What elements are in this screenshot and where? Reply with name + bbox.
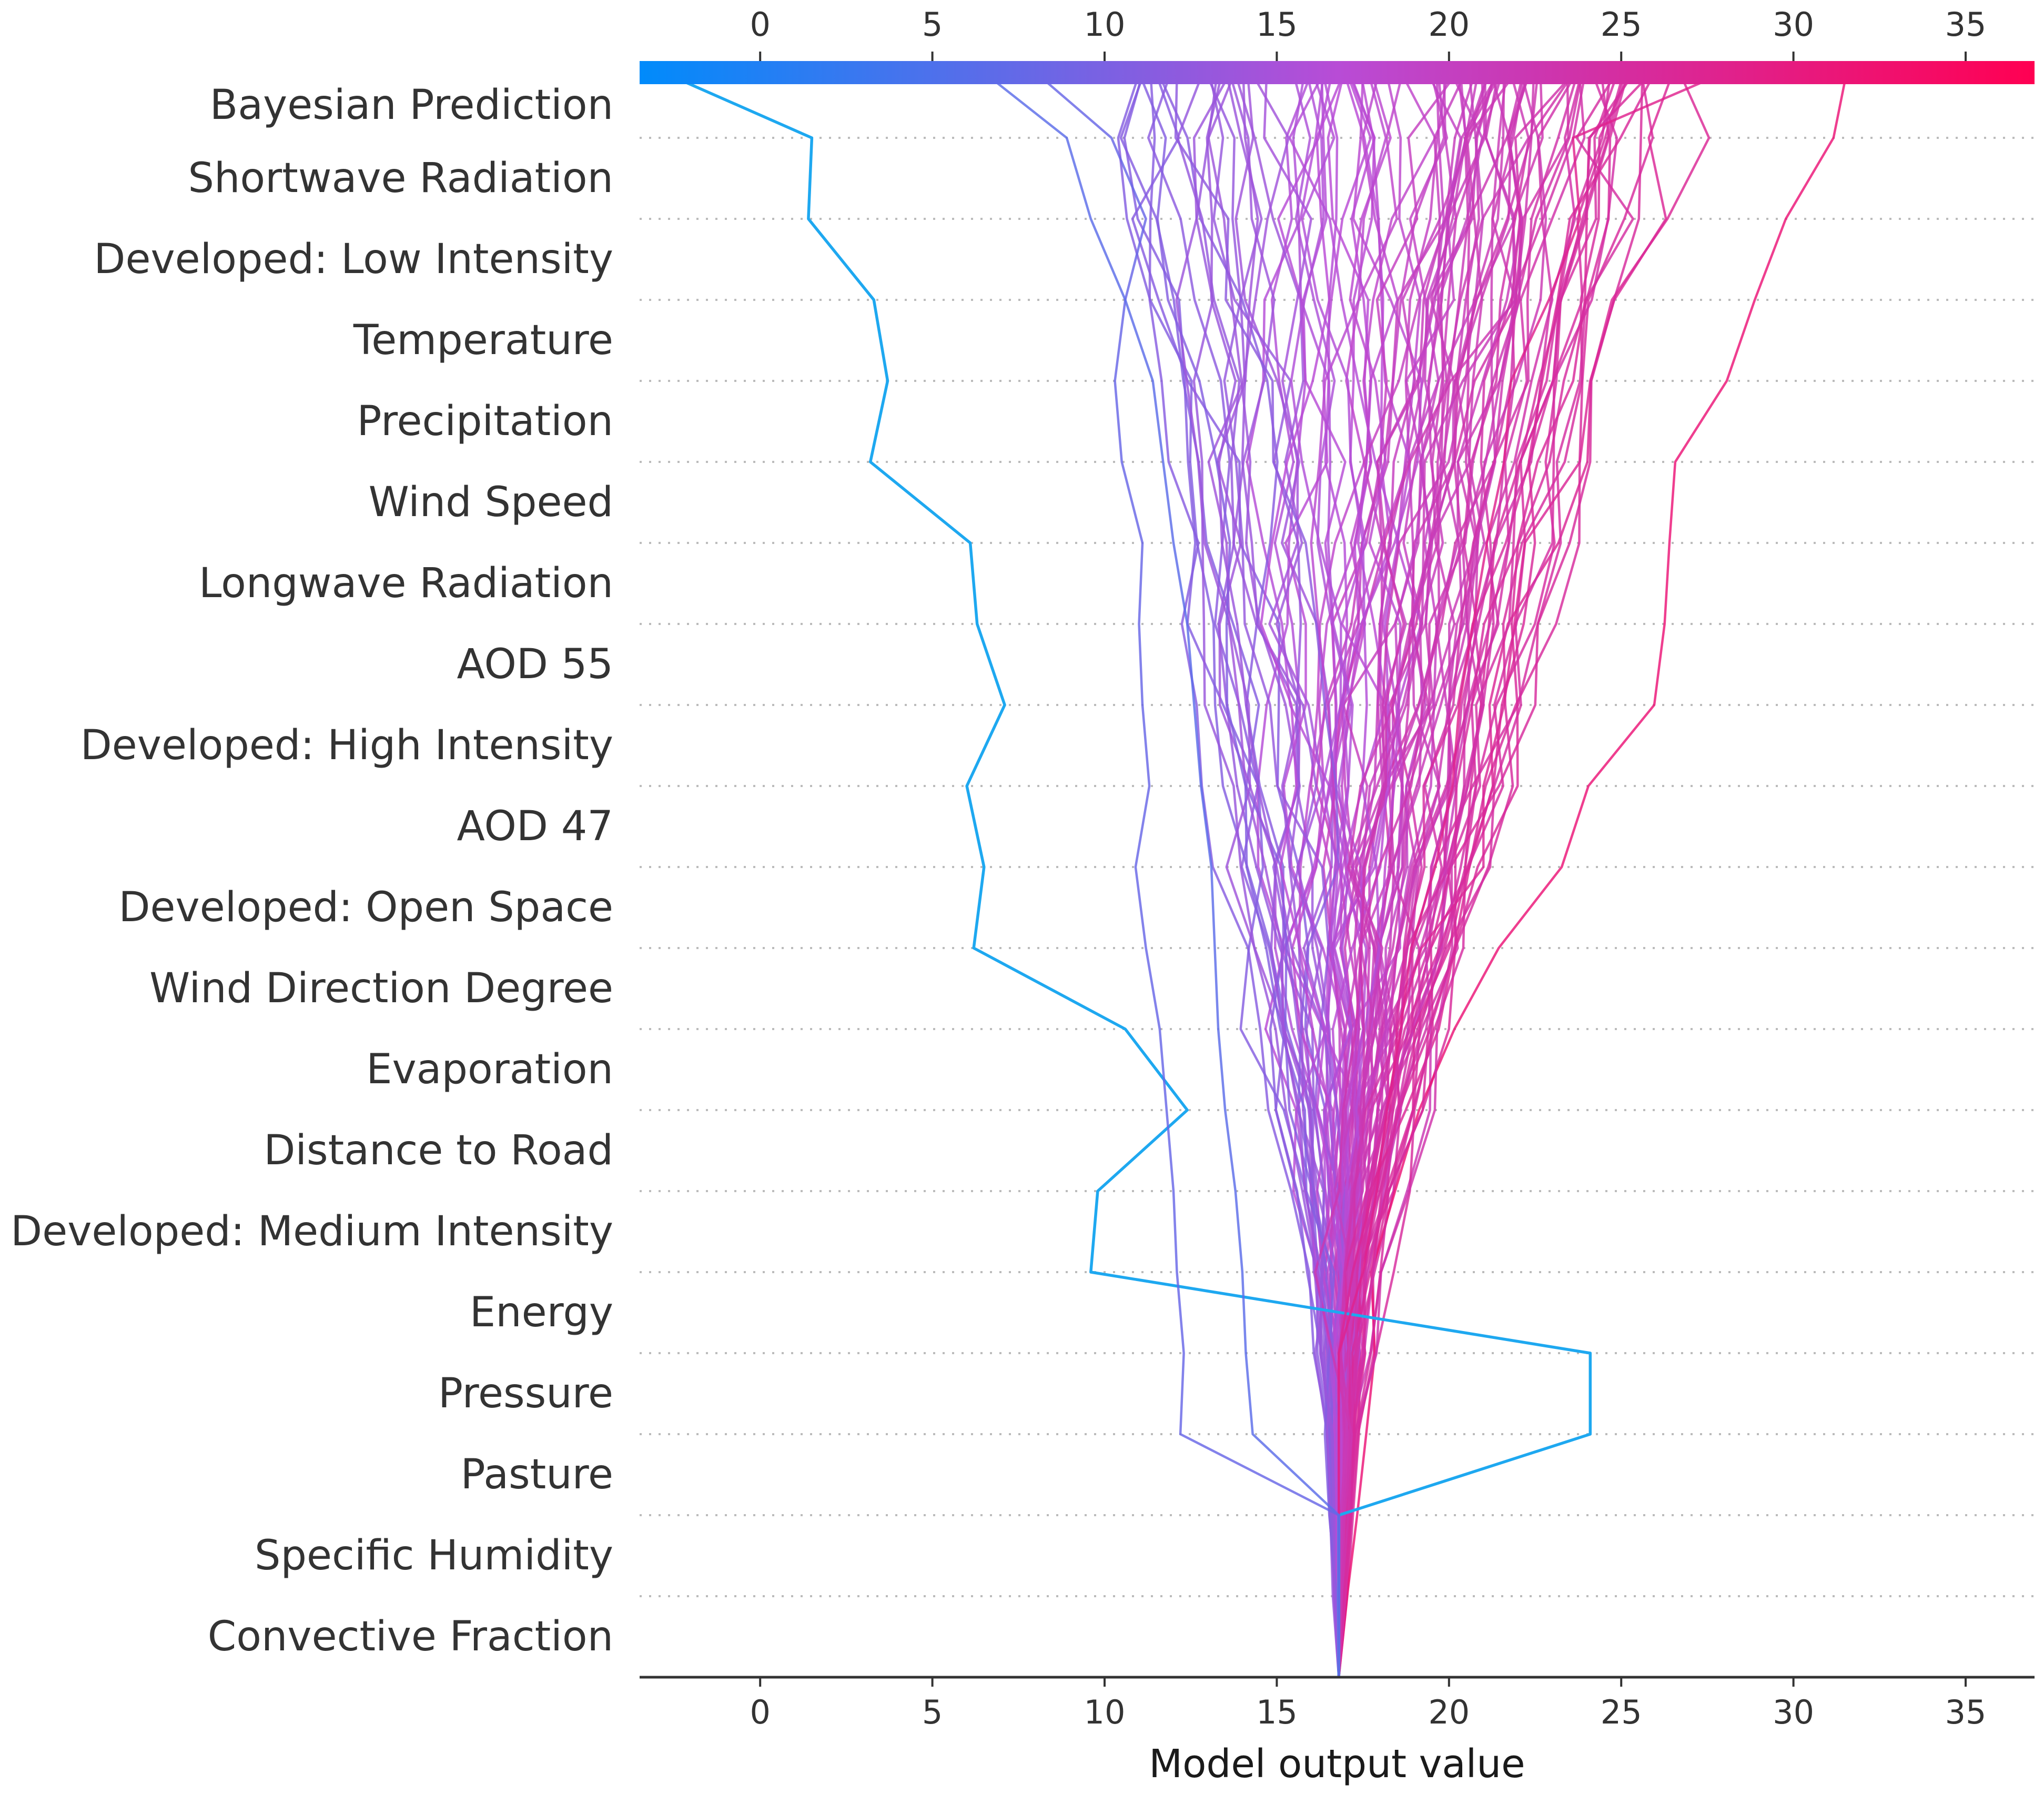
decision-path-line: [1338, 72, 1848, 1678]
feature-label: Shortwave Radiation: [188, 155, 613, 202]
decision-path-line: [1338, 72, 1583, 1678]
x-tick-label-top: 25: [1601, 5, 1642, 44]
colorbar: [640, 61, 2035, 84]
feature-label: Developed: Medium Intensity: [11, 1208, 613, 1255]
feature-label: Distance to Road: [264, 1127, 613, 1174]
x-tick-label-bottom: 5: [922, 1693, 943, 1731]
decision-path-line: [1138, 72, 1340, 1678]
x-tick-label-top: 0: [750, 5, 770, 44]
x-tick-label-bottom: 20: [1428, 1693, 1470, 1731]
decision-path-line: [1290, 72, 1342, 1678]
feature-labels: Bayesian Prediction Shortwave Radiation De…: [11, 82, 613, 1660]
decision-path-line: [1206, 72, 1340, 1678]
feature-label: Energy: [470, 1289, 613, 1336]
feature-label: Developed: Low Intensity: [94, 236, 613, 283]
decision-path-line: [1338, 72, 1629, 1678]
decision-path-line: [1338, 72, 1586, 1678]
decision-path-line: [1338, 72, 1570, 1678]
feature-label: Pasture: [461, 1451, 613, 1498]
x-tick-label-bottom: 25: [1601, 1693, 1642, 1731]
feature-label: Pressure: [438, 1370, 613, 1417]
x-tick-label-bottom: 10: [1084, 1693, 1126, 1731]
decision-path-line: [1035, 72, 1340, 1677]
feature-label: Temperature: [353, 317, 613, 364]
x-tick-label-top: 10: [1084, 5, 1126, 44]
x-tick-label-bottom: 15: [1256, 1693, 1298, 1731]
feature-label: Specific Humidity: [255, 1532, 613, 1579]
feature-label: Developed: Open Space: [119, 884, 614, 931]
feature-label: Longwave Radiation: [199, 560, 613, 607]
x-tick-label-top: 30: [1773, 5, 1814, 44]
decision-path-line: [983, 72, 1340, 1677]
x-tick-label-bottom: 30: [1773, 1693, 1814, 1731]
feature-label: Bayesian Prediction: [210, 82, 613, 129]
feature-label: Precipitation: [357, 398, 613, 445]
x-tick-label-top: 5: [922, 5, 943, 44]
decision-path-line: [1338, 72, 1502, 1678]
x-tick-label-bottom: 0: [750, 1693, 770, 1731]
feature-label: AOD 47: [457, 803, 614, 850]
feature-label: Wind Speed: [369, 479, 613, 526]
x-tick-label-top: 15: [1256, 5, 1298, 44]
decision-path-line: [1338, 72, 1654, 1678]
decision-path-line: [1338, 72, 1584, 1678]
decision-path-line: [663, 71, 1592, 1677]
decision-paths: [663, 71, 1848, 1678]
x-tick-label-bottom: 35: [1945, 1693, 1987, 1731]
axes: 0 0 5 5 10 10 15 15 20 20 25 25 30 30 35 35: [640, 5, 2035, 1731]
feature-label: Developed: High Intensity: [80, 722, 613, 769]
decision-path-line: [1338, 72, 1525, 1678]
x-axis-title: Model output value: [1149, 1741, 1525, 1787]
decision-path-line: [1338, 72, 1625, 1678]
decision-path-line: [1338, 72, 1575, 1678]
feature-label: Evaporation: [366, 1046, 613, 1093]
feature-label: Convective Fraction: [208, 1613, 613, 1660]
x-tick-label-top: 35: [1945, 5, 1987, 44]
decision-path-line: [1314, 72, 1535, 1678]
decision-path-line: [1338, 71, 1725, 1677]
decision-path-line: [1176, 72, 1340, 1678]
x-tick-label-top: 20: [1428, 5, 1470, 44]
feature-label: Wind Direction Degree: [149, 965, 613, 1012]
feature-label: AOD 55: [457, 641, 614, 688]
